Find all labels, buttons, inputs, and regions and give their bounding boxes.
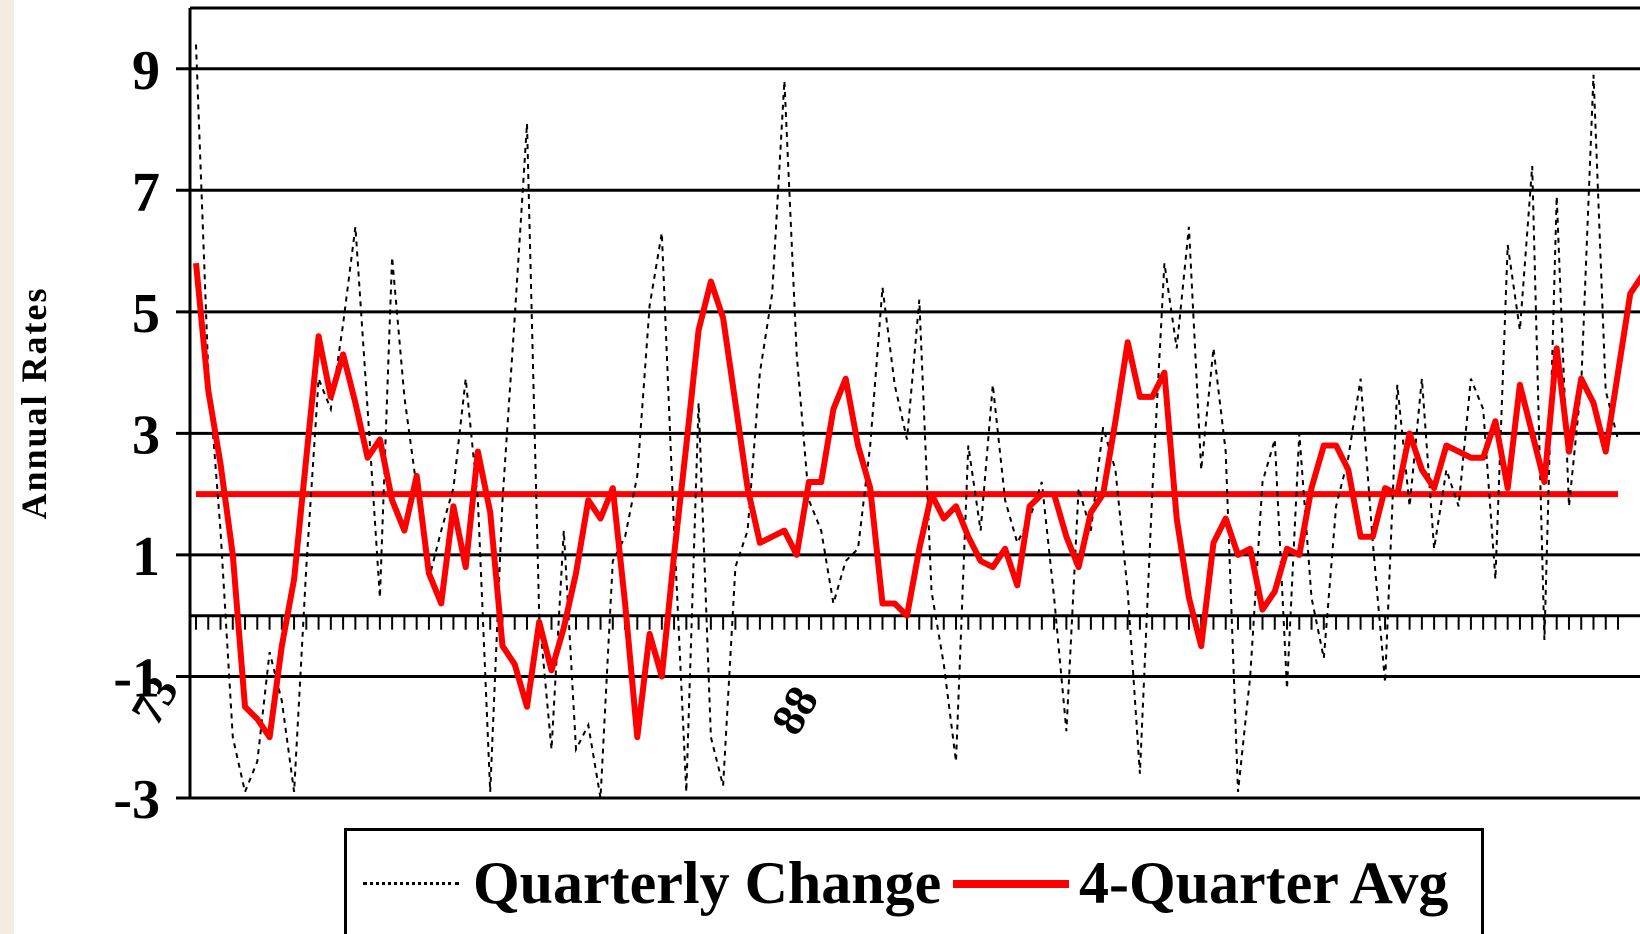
left-edge-strip	[0, 0, 14, 934]
legend-label-avg: 4-Quarter Avg	[1079, 850, 1449, 916]
solid-red-line-swatch	[953, 879, 1069, 888]
y-tick-label: 7	[132, 161, 160, 223]
series-4-quarter-avg	[193, 262, 1640, 741]
y-tick-label: 1	[132, 526, 160, 588]
dotted-line-swatch	[363, 882, 459, 885]
y-tick-label: -1	[113, 647, 160, 709]
series-quarterly-change	[195, 44, 1619, 799]
y-axis-label: Annual Rates	[14, 286, 54, 519]
y-tick-label: 5	[132, 283, 160, 345]
legend-item-quarterly: Quarterly Change	[363, 849, 941, 918]
y-tick-label: -3	[113, 769, 160, 831]
x-annotation-label: 88	[761, 678, 828, 743]
y-tick-label: 9	[132, 40, 160, 102]
y-tick-label: 3	[132, 404, 160, 466]
legend: Quarterly Change 4-Quarter Avg	[344, 828, 1484, 934]
legend-item-avg: 4-Quarter Avg	[953, 849, 1448, 918]
legend-label-quarterly: Quarterly Change	[473, 850, 942, 916]
